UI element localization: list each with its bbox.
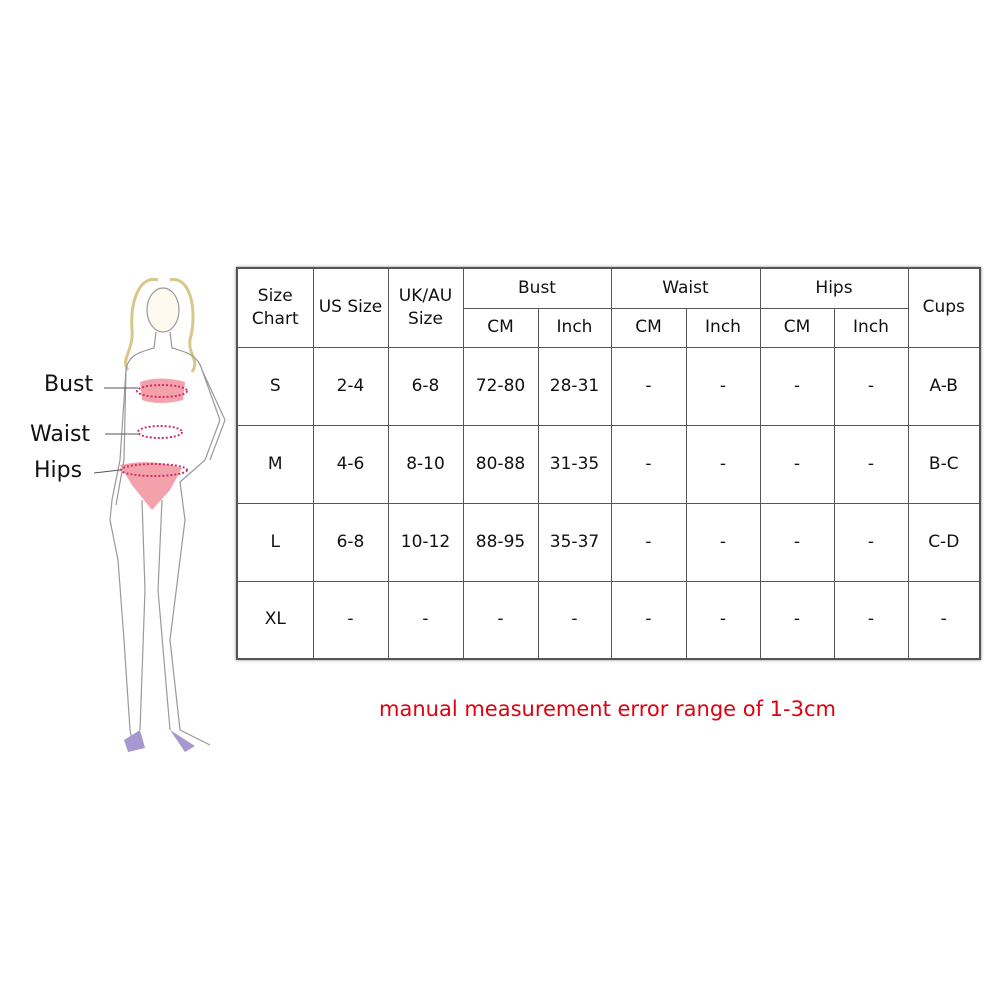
- header-us-size: US Size: [312, 267, 389, 348]
- header-size-chart: Size Chart: [236, 267, 314, 348]
- table-row: L 6-8 10-12 88-95 35-37- - - - C-D: [236, 502, 981, 582]
- table-cell: -: [685, 580, 761, 660]
- table-cell: -: [387, 580, 464, 660]
- hips-label: Hips: [34, 458, 83, 483]
- table-cell: 35-37: [537, 502, 612, 582]
- table-row: M 4-6 8-10 80-88 31-35- - - - B-C: [236, 424, 981, 504]
- table-row: XL - - - - - - - - -: [236, 580, 981, 660]
- header-waist: Waist: [610, 267, 761, 309]
- table-cell: -: [833, 346, 909, 426]
- table-cell: -: [759, 346, 835, 426]
- subheader-cm: CM: [759, 307, 835, 348]
- table-cell: -: [759, 502, 835, 582]
- header-cups: Cups: [907, 267, 981, 348]
- table-cell: -: [610, 346, 687, 426]
- table-cell: -: [759, 424, 835, 504]
- table-row: S 2-4 6-8 72-80 28-31- - - - A-B: [236, 346, 981, 426]
- table-cell: 2-4: [312, 346, 389, 426]
- table-cell: M: [236, 424, 314, 504]
- table-cell: -: [685, 424, 761, 504]
- table-cell: 28-31: [537, 346, 612, 426]
- subheader-cm: CM: [610, 307, 687, 348]
- table-cell: -: [907, 580, 981, 660]
- subheader-inch: Inch: [537, 307, 612, 348]
- table-cell: 4-6: [312, 424, 389, 504]
- table-cell: 6-8: [312, 502, 389, 582]
- header-hips: Hips: [759, 267, 909, 309]
- subheader-inch: Inch: [833, 307, 909, 348]
- size-chart-table: Size Chart US Size UK/AU Size Bust Waist…: [236, 267, 981, 660]
- table-cell: A-B: [907, 346, 981, 426]
- table-cell: 31-35: [537, 424, 612, 504]
- header-row: Size Chart US Size UK/AU Size Bust Waist…: [236, 267, 981, 348]
- subheader-row: CM Inch CM Inch CM Inch: [237, 307, 980, 348]
- table-cell: L: [236, 502, 314, 582]
- table-cell: -: [312, 580, 389, 660]
- table-cell: -: [685, 502, 761, 582]
- table-cell: -: [685, 346, 761, 426]
- subheader-inch: Inch: [685, 307, 761, 348]
- body-measurement-illustration: Bust Waist Hips: [20, 260, 250, 760]
- table-cell: -: [610, 502, 687, 582]
- waist-label: Waist: [30, 422, 91, 447]
- table-cell: -: [833, 502, 909, 582]
- table-cell: -: [833, 580, 909, 660]
- table-cell: 10-12: [387, 502, 464, 582]
- bust-label: Bust: [44, 372, 94, 397]
- table-cell: -: [537, 580, 612, 660]
- header-ukau-size: UK/AU Size: [387, 267, 464, 348]
- table-cell: -: [610, 424, 687, 504]
- subheader-cm: CM: [462, 307, 539, 348]
- female-figure-drawing: [93, 277, 226, 752]
- table-cell: 88-95: [462, 502, 539, 582]
- table-cell: 72-80: [462, 346, 539, 426]
- header-bust: Bust: [462, 267, 612, 309]
- table-cell: 80-88: [462, 424, 539, 504]
- table-cell: -: [833, 424, 909, 504]
- table-cell: XL: [236, 580, 314, 660]
- table-cell: -: [759, 580, 835, 660]
- table-cell: 6-8: [387, 346, 464, 426]
- table-cell: 8-10: [387, 424, 464, 504]
- measurement-note: manual measurement error range of 1-3cm: [379, 697, 836, 721]
- table-cell: B-C: [907, 424, 981, 504]
- table-cell: -: [462, 580, 539, 660]
- table-cell: -: [610, 580, 687, 660]
- table-cell: C-D: [907, 502, 981, 582]
- table-cell: S: [236, 346, 314, 426]
